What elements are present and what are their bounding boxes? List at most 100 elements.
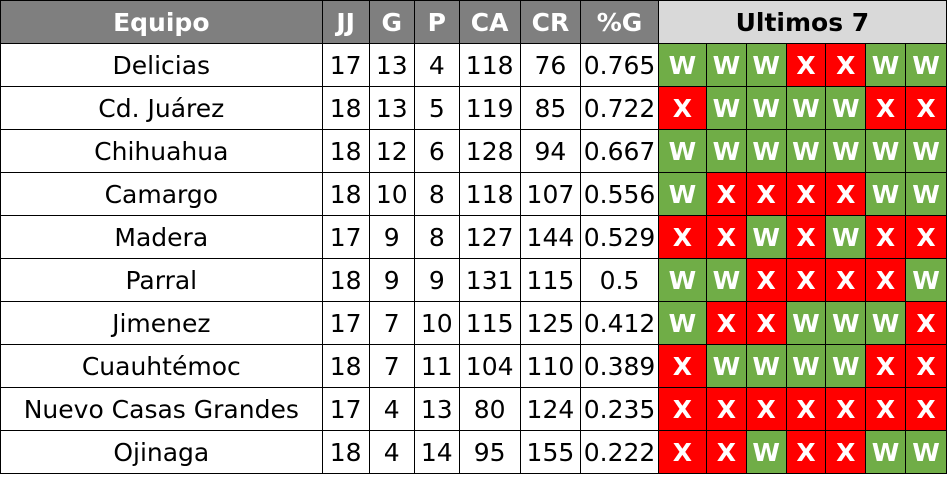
result-win: W <box>825 86 867 130</box>
win-pct: 0.556 <box>580 172 659 216</box>
team-name: Jimenez <box>0 301 323 345</box>
result-win: W <box>785 344 827 388</box>
result-win: W <box>825 129 867 173</box>
win-pct: 0.765 <box>580 43 659 87</box>
table-row: Camargo 18 10 8 118 107 0.556 W X X X X W W <box>0 172 948 216</box>
result-loss: X <box>785 387 827 431</box>
result-loss: X <box>865 86 906 130</box>
result-win: W <box>745 430 787 474</box>
team-name: Nuevo Casas Grandes <box>0 387 323 431</box>
wins: 4 <box>368 387 415 431</box>
team-name: Madera <box>0 215 323 259</box>
runs-scored: 131 <box>458 258 521 302</box>
table-row: Chihuahua 18 12 6 128 94 0.667 W W W W W W W <box>0 129 948 173</box>
table-row: Parral 18 9 9 131 115 0.5 W W X X X X W <box>0 258 948 302</box>
result-win: W <box>825 301 867 345</box>
runs-scored: 128 <box>458 129 521 173</box>
win-pct: 0.235 <box>580 387 659 431</box>
win-pct: 0.667 <box>580 129 659 173</box>
result-loss: X <box>745 301 787 345</box>
games-played: 17 <box>321 43 370 87</box>
table-row: Jimenez 17 7 10 115 125 0.412 W X X W W W X <box>0 301 948 345</box>
runs-scored: 119 <box>458 86 521 130</box>
wins: 7 <box>368 344 415 388</box>
losses: 6 <box>413 129 460 173</box>
win-pct: 0.529 <box>580 215 659 259</box>
result-loss: X <box>904 301 948 345</box>
team-name: Cd. Juárez <box>0 86 323 130</box>
wins: 9 <box>368 258 415 302</box>
losses: 13 <box>413 387 460 431</box>
games-played: 17 <box>321 387 370 431</box>
header-row: Equipo JJ G P CA CR %G Ultimos 7 <box>0 0 948 44</box>
result-win: W <box>904 430 948 474</box>
header-last7: Ultimos 7 <box>657 0 948 44</box>
result-loss: X <box>785 172 827 216</box>
header-ca: CA <box>458 0 521 44</box>
runs-scored: 127 <box>458 215 521 259</box>
games-played: 17 <box>321 215 370 259</box>
table-row: Cd. Juárez 18 13 5 119 85 0.722 X W W W W X X <box>0 86 948 130</box>
result-loss: X <box>785 43 827 87</box>
header-pct: %G <box>580 0 659 44</box>
result-win: W <box>904 258 948 302</box>
result-loss: X <box>705 301 747 345</box>
losses: 14 <box>413 430 460 474</box>
win-pct: 0.412 <box>580 301 659 345</box>
table-row: Nuevo Casas Grandes 17 4 13 80 124 0.235 X X X X X X… <box>0 387 948 431</box>
result-loss: X <box>785 258 827 302</box>
result-win: W <box>705 43 747 87</box>
runs-allowed: 94 <box>519 129 582 173</box>
header-jj: JJ <box>321 0 370 44</box>
result-win: W <box>745 43 787 87</box>
result-win: W <box>904 129 948 173</box>
result-win: W <box>705 258 747 302</box>
losses: 8 <box>413 172 460 216</box>
result-win: W <box>865 430 906 474</box>
runs-allowed: 76 <box>519 43 582 87</box>
result-win: W <box>904 172 948 216</box>
runs-scored: 118 <box>458 172 521 216</box>
result-win: W <box>825 344 867 388</box>
result-loss: X <box>825 430 867 474</box>
result-loss: X <box>825 172 867 216</box>
runs-allowed: 124 <box>519 387 582 431</box>
result-loss: X <box>865 215 906 259</box>
result-win: W <box>657 172 707 216</box>
result-loss: X <box>657 387 707 431</box>
win-pct: 0.5 <box>580 258 659 302</box>
result-loss: X <box>865 344 906 388</box>
losses: 8 <box>413 215 460 259</box>
losses: 4 <box>413 43 460 87</box>
wins: 13 <box>368 86 415 130</box>
result-win: W <box>745 215 787 259</box>
runs-scored: 118 <box>458 43 521 87</box>
wins: 10 <box>368 172 415 216</box>
result-loss: X <box>904 215 948 259</box>
result-win: W <box>657 129 707 173</box>
win-pct: 0.389 <box>580 344 659 388</box>
losses: 11 <box>413 344 460 388</box>
wins: 9 <box>368 215 415 259</box>
result-win: W <box>865 301 906 345</box>
runs-allowed: 110 <box>519 344 582 388</box>
result-loss: X <box>745 172 787 216</box>
team-name: Ojinaga <box>0 430 323 474</box>
result-loss: X <box>825 387 867 431</box>
result-win: W <box>657 43 707 87</box>
result-loss: X <box>825 258 867 302</box>
standings-body: Delicias 17 13 4 118 76 0.765 W W W X X W W Cd. Juárez… <box>0 43 948 474</box>
result-loss: X <box>657 86 707 130</box>
games-played: 17 <box>321 301 370 345</box>
runs-scored: 104 <box>458 344 521 388</box>
result-win: W <box>657 258 707 302</box>
win-pct: 0.722 <box>580 86 659 130</box>
runs-allowed: 155 <box>519 430 582 474</box>
result-loss: X <box>865 387 906 431</box>
result-loss: X <box>745 258 787 302</box>
header-p: P <box>413 0 460 44</box>
games-played: 18 <box>321 172 370 216</box>
table-row: Madera 17 9 8 127 144 0.529 X X W X W X X <box>0 215 948 259</box>
games-played: 18 <box>321 86 370 130</box>
